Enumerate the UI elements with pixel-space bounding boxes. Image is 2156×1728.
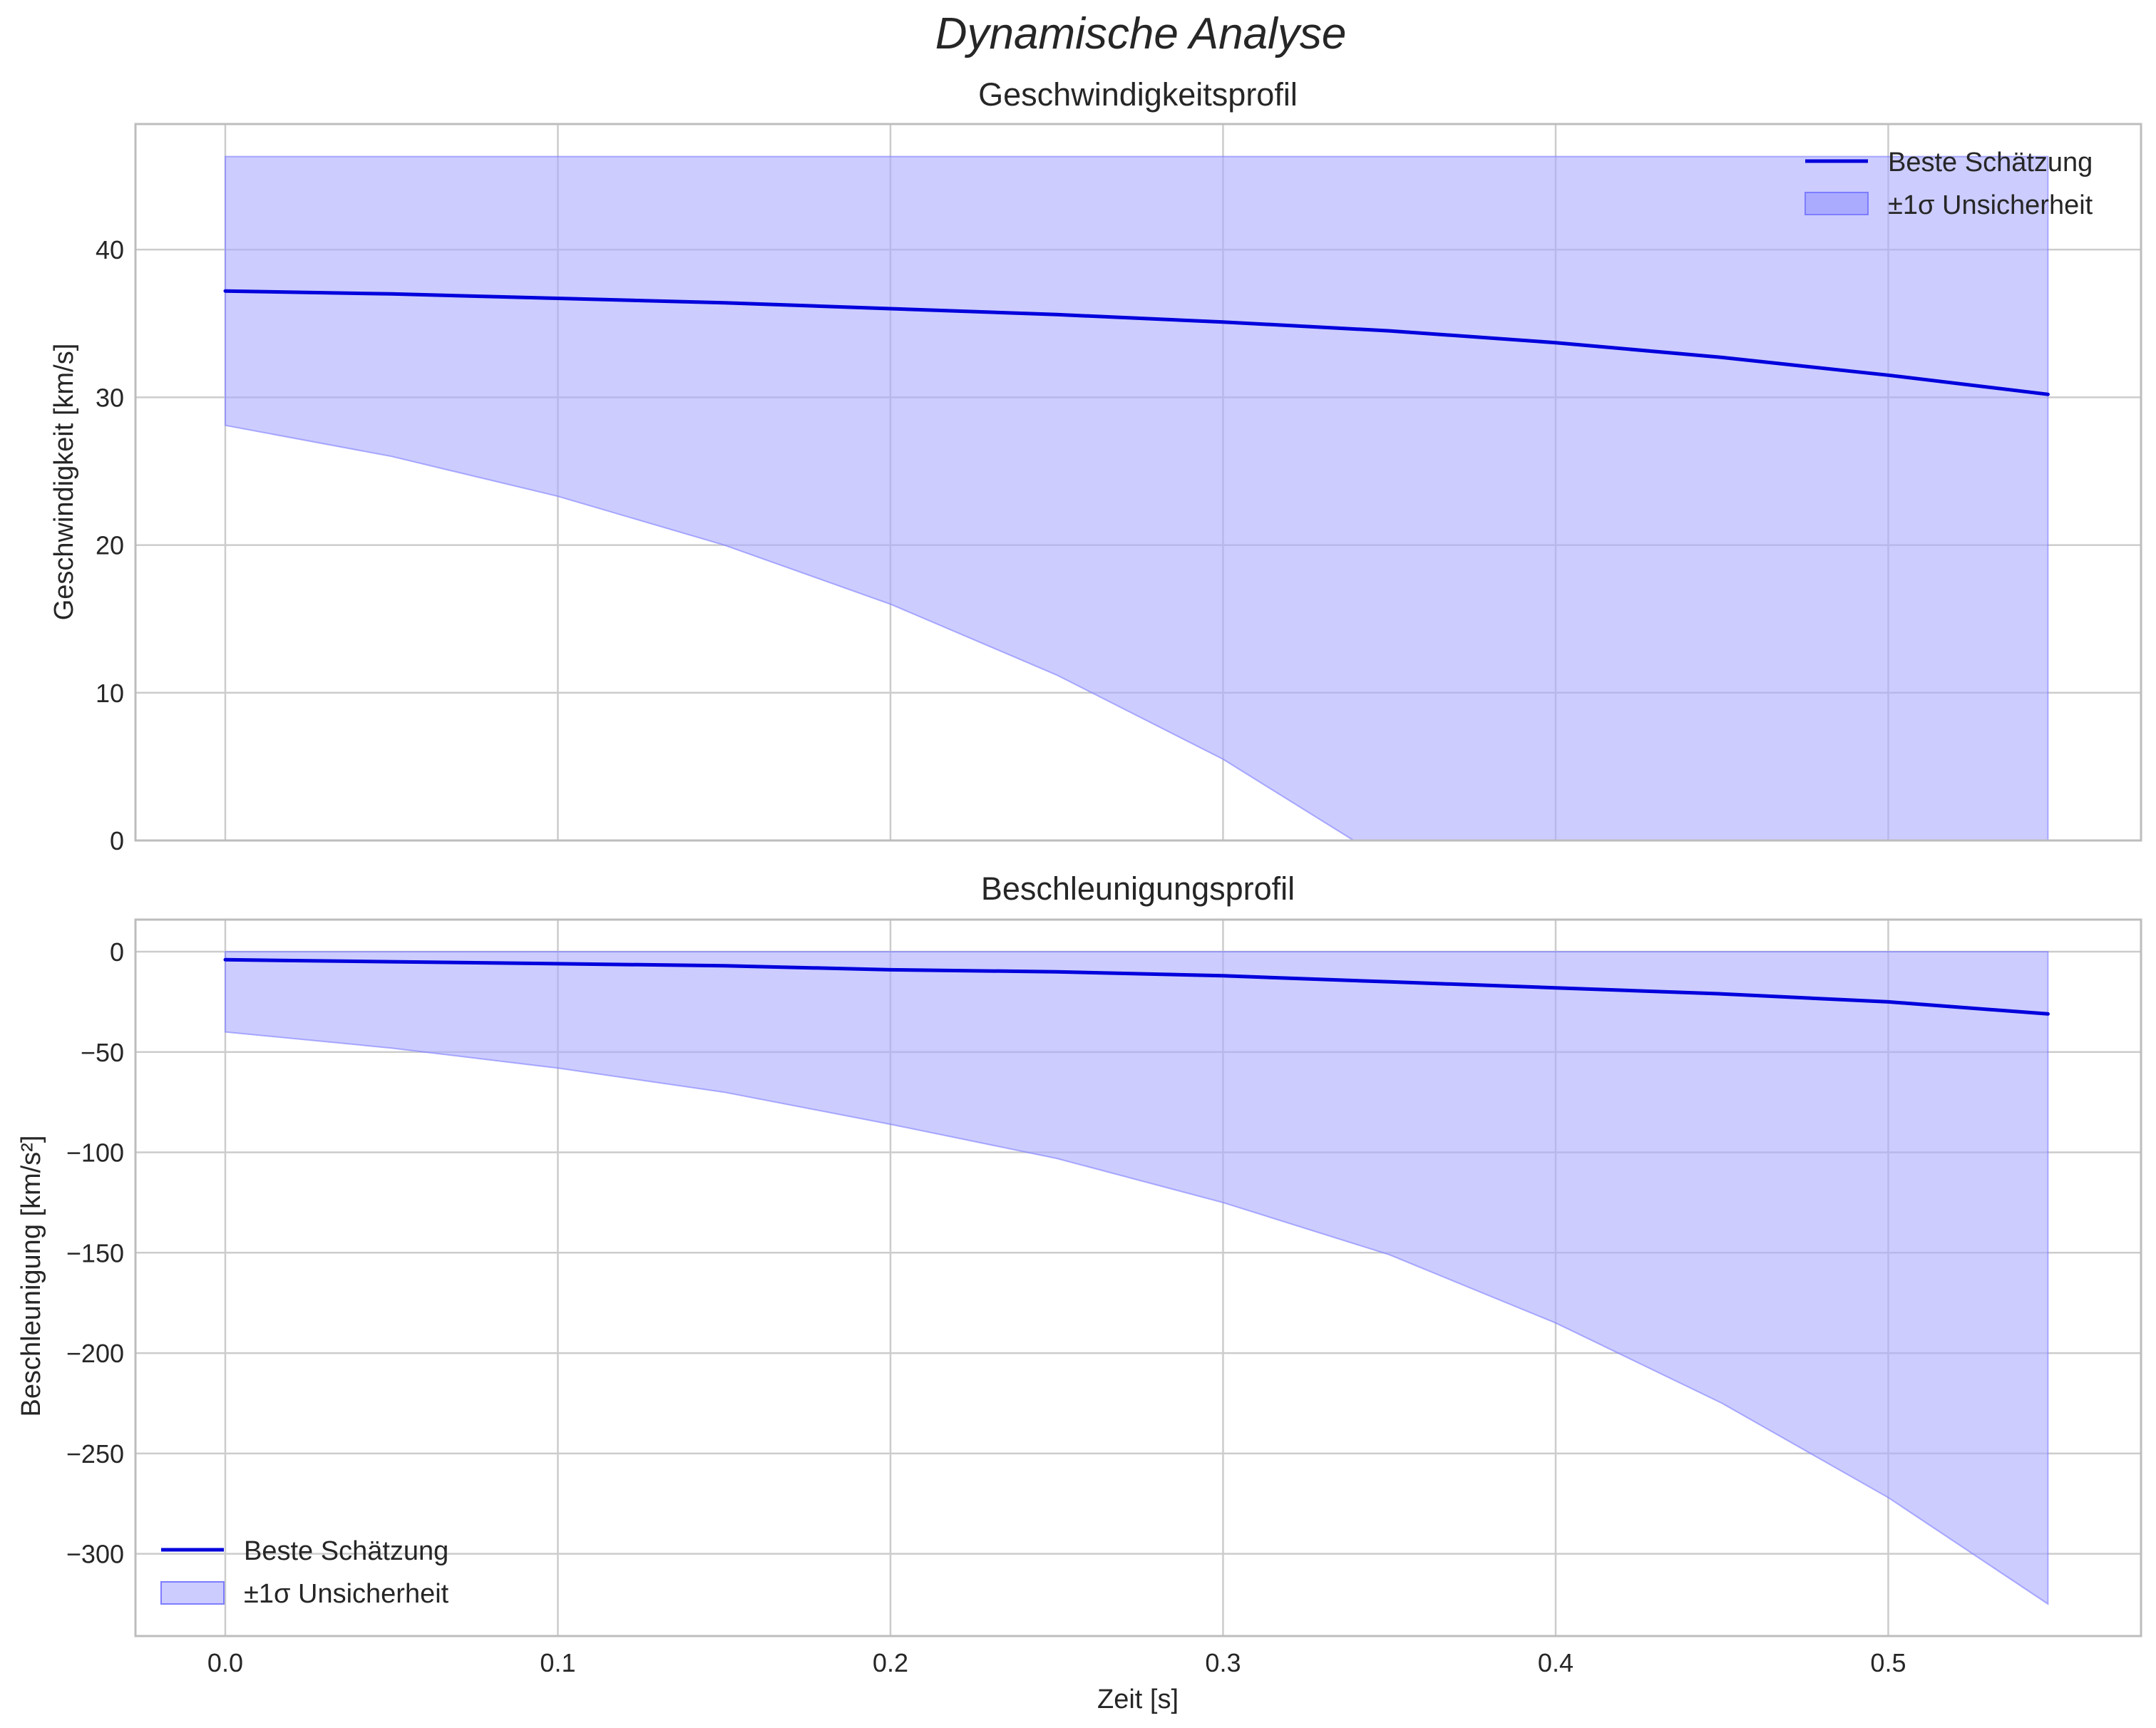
acceleration-y-tick-label: −50: [81, 1038, 124, 1067]
figure-suptitle: Dynamische Analyse: [935, 9, 1347, 58]
acceleration-y-tick-label: 0: [110, 937, 124, 967]
velocity-legend: Beste Schätzung ±1σ Unsicherheit: [1805, 148, 2093, 220]
acceleration-axes-frame: [134, 918, 2142, 1637]
x-tick-label: 0.0: [207, 1648, 243, 1677]
acceleration-y-tick-label: −150: [66, 1238, 124, 1267]
velocity-y-axis-label: Geschwindigkeit [km/s]: [49, 344, 79, 621]
velocity-legend-band-swatch: [1805, 192, 1869, 215]
velocity-y-ticks: 0 10 20 30 40: [96, 235, 124, 855]
velocity-panel-title: Geschwindigkeitsprofil: [978, 76, 1298, 113]
velocity-legend-label-estimate: Beste Schätzung: [1888, 148, 2093, 178]
acceleration-y-tick-label: −200: [66, 1339, 124, 1368]
acceleration-y-tick-label: −100: [66, 1138, 124, 1168]
x-tick-label: 0.1: [540, 1648, 575, 1677]
velocity-y-tick-label: 40: [96, 235, 124, 264]
velocity-y-tick-label: 10: [96, 679, 124, 708]
velocity-y-tick-label: 30: [96, 383, 124, 412]
acceleration-y-tick-label: −250: [66, 1439, 124, 1469]
x-tick-label: 0.2: [873, 1648, 908, 1677]
velocity-best-estimate-line: [223, 289, 2050, 396]
acceleration-legend-label-estimate: Beste Schätzung: [244, 1536, 448, 1566]
x-tick-label: 0.4: [1538, 1648, 1574, 1677]
acceleration-y-axis-label: Beschleunigung [km/s²]: [16, 1136, 46, 1417]
acceleration-legend-label-band: ±1σ Unsicherheit: [244, 1579, 449, 1609]
x-tick-label: 0.3: [1205, 1648, 1241, 1677]
acceleration-y-ticks: 0 −50 −100 −150 −200 −250 −300: [66, 937, 124, 1569]
velocity-uncertainty-band: [225, 155, 2049, 840]
acceleration-panel: 0 −50 −100 −150 −200 −250 −300 0.0 0.1 0.2 0.3 0.4…: [16, 870, 2142, 1714]
x-axis-label: Zeit [s]: [1097, 1685, 1179, 1714]
acceleration-best-estimate-line: [223, 957, 2050, 1016]
x-tick-label: 0.5: [1870, 1648, 1906, 1677]
acceleration-legend: Beste Schätzung ±1σ Unsicherheit: [160, 1536, 449, 1609]
velocity-panel: 0 10 20 30 40 Geschwindigkeitsprofil Geschwi…: [49, 76, 2142, 855]
acceleration-uncertainty-band: [225, 951, 2049, 1605]
acceleration-x-ticks: 0.0 0.1 0.2 0.3 0.4 0.5: [207, 1648, 1906, 1677]
acceleration-legend-band-swatch: [160, 1581, 225, 1605]
velocity-axes-frame: [134, 123, 2142, 842]
acceleration-y-tick-label: −300: [66, 1540, 124, 1569]
velocity-y-tick-label: 20: [96, 531, 124, 560]
acceleration-panel-title: Beschleunigungsprofil: [981, 870, 1295, 907]
velocity-legend-label-band: ±1σ Unsicherheit: [1888, 190, 2093, 220]
velocity-y-tick-label: 0: [110, 826, 124, 855]
